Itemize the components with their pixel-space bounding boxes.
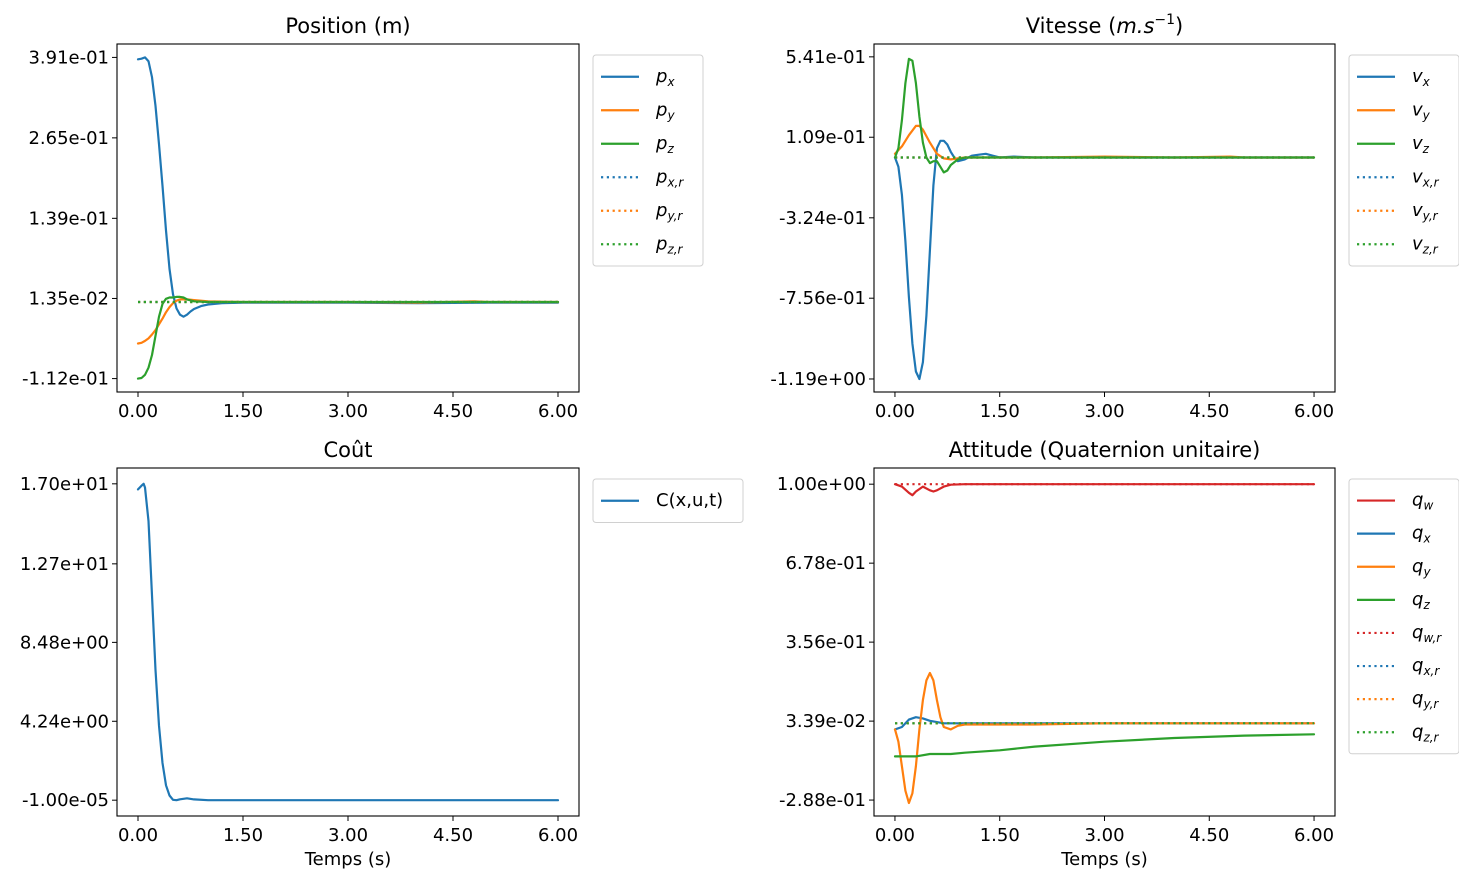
x-tick-label: 0.00 xyxy=(118,825,158,846)
plot-area xyxy=(893,483,1316,805)
series-line-1 xyxy=(136,482,560,802)
legend-label: qx xyxy=(1412,523,1431,546)
legend-label: vz xyxy=(1412,133,1430,156)
y-tick-label: 1.70e+01 xyxy=(20,474,109,495)
y-tick-label: -3.24e-01 xyxy=(779,208,866,229)
x-tick-label: 6.00 xyxy=(1294,825,1334,846)
plot-area xyxy=(136,56,560,380)
chart-title: Position (m) xyxy=(285,14,410,38)
legend-label: qz,r xyxy=(1412,721,1440,744)
series-line-3 xyxy=(893,57,1316,174)
x-tick-label: 1.50 xyxy=(223,401,263,422)
y-tick-label: 1.09e-01 xyxy=(785,127,866,148)
legend-label: qx,r xyxy=(1412,655,1440,678)
legend-label: qy,r xyxy=(1412,688,1439,711)
x-tick-label: 3.00 xyxy=(1084,401,1124,422)
chart-title: Vitesse (m.s−1) xyxy=(1026,12,1183,38)
legend-frame xyxy=(1348,478,1459,755)
y-tick-label: 6.78e-01 xyxy=(785,553,866,574)
y-tick-label: 1.00e+00 xyxy=(777,474,866,495)
x-tick-label: 1.50 xyxy=(980,825,1020,846)
legend-label: vy xyxy=(1412,99,1431,122)
y-tick-label: 5.41e-01 xyxy=(785,47,866,68)
axes-frame xyxy=(116,43,580,393)
y-tick-label: 1.39e-01 xyxy=(28,208,109,229)
legend-label: vx xyxy=(1412,66,1431,89)
legend-label: pz xyxy=(655,133,674,156)
y-tick-label: 3.91e-01 xyxy=(28,47,109,68)
x-tick-label: 1.50 xyxy=(980,401,1020,422)
legend-label: px,r xyxy=(655,166,684,189)
subplot-4: Attitude (Quaternion unitaire) 0.00 1.50 3.… xyxy=(777,438,1459,870)
x-tick-label: 0.00 xyxy=(875,825,915,846)
x-tick-label: 3.00 xyxy=(1084,825,1124,846)
x-tick-label: 6.00 xyxy=(538,401,578,422)
legend: qw qx qy qz qw,r qx,r qy,r qz,r xyxy=(1348,478,1459,755)
x-tick-label: 0.00 xyxy=(118,401,158,422)
subplot-3: Coût 0.00 1.50 3.00 4.50 6.00 -1.00e-05 4.24e+0… xyxy=(20,438,744,870)
legend: C(x,u,t) xyxy=(592,478,744,523)
x-tick-label: 3.00 xyxy=(328,825,368,846)
y-tick-label: 1.35e-02 xyxy=(28,288,109,309)
x-tick-label: 3.00 xyxy=(328,401,368,422)
x-tick-label: 4.50 xyxy=(433,825,473,846)
y-tick-label: 2.65e-01 xyxy=(28,128,109,149)
y-tick-label: -1.19e+00 xyxy=(770,369,866,390)
legend-label: px xyxy=(655,66,675,89)
plot-area xyxy=(136,482,560,802)
plot-area xyxy=(893,57,1316,381)
x-tick-label: 6.00 xyxy=(538,825,578,846)
series-line-1 xyxy=(893,483,1316,497)
legend-label: qz xyxy=(1412,589,1430,612)
x-axis-label: Temps (s) xyxy=(1060,849,1148,870)
y-tick-label: -1.12e-01 xyxy=(22,369,109,390)
y-tick-label: 4.24e+00 xyxy=(20,711,109,732)
legend-label: qy xyxy=(1412,556,1431,579)
legend-frame xyxy=(592,54,704,267)
series-line-3 xyxy=(136,295,560,380)
legend-label: qw,r xyxy=(1412,622,1442,645)
x-tick-label: 6.00 xyxy=(1294,401,1334,422)
series-line-1 xyxy=(136,56,560,318)
y-tick-label: 3.56e-01 xyxy=(785,632,866,653)
y-tick-label: -1.00e-05 xyxy=(22,790,109,811)
legend-label: C(x,u,t) xyxy=(656,490,723,511)
series-line-1 xyxy=(893,139,1316,381)
legend-label: py xyxy=(655,99,675,122)
axes-frame xyxy=(873,467,1336,817)
legend-label: py,r xyxy=(655,200,683,223)
series-line-4 xyxy=(893,733,1316,758)
legend-label: qw xyxy=(1412,490,1433,513)
x-axis-label: Temps (s) xyxy=(304,849,392,870)
x-tick-label: 4.50 xyxy=(433,401,473,422)
chart-title: Coût xyxy=(323,438,372,462)
y-tick-label: -7.56e-01 xyxy=(779,288,866,309)
series-line-2 xyxy=(893,124,1316,161)
legend-frame xyxy=(1348,54,1459,267)
legend-frame xyxy=(592,478,744,523)
legend: vx vy vz vx,r vy,r vz,r xyxy=(1348,54,1459,267)
legend-label: vz,r xyxy=(1412,233,1439,256)
x-tick-label: 1.50 xyxy=(223,825,263,846)
legend-label: pz,r xyxy=(655,233,684,256)
axes-frame xyxy=(873,43,1336,393)
y-tick-label: -2.88e-01 xyxy=(779,790,866,811)
legend: px py pz px,r py,r pz,r xyxy=(592,54,704,267)
subplot-1: Position (m) 0.00 1.50 3.00 4.50 6.00 -1.12e-0… xyxy=(22,14,704,422)
series-line-3 xyxy=(893,671,1316,805)
legend-label: vx,r xyxy=(1412,166,1440,189)
y-tick-label: 3.39e-02 xyxy=(785,711,866,732)
x-tick-label: 4.50 xyxy=(1189,401,1229,422)
chart-title: Attitude (Quaternion unitaire) xyxy=(949,438,1261,462)
subplot-2: Vitesse (m.s−1) 0.00 1.50 3.00 4.50 6.00 -1.19… xyxy=(770,12,1459,422)
axes-frame xyxy=(116,467,580,817)
legend-label: vy,r xyxy=(1412,200,1439,223)
x-tick-label: 0.00 xyxy=(875,401,915,422)
x-tick-label: 4.50 xyxy=(1189,825,1229,846)
y-tick-label: 1.27e+01 xyxy=(20,554,109,575)
y-tick-label: 8.48e+00 xyxy=(20,632,109,653)
